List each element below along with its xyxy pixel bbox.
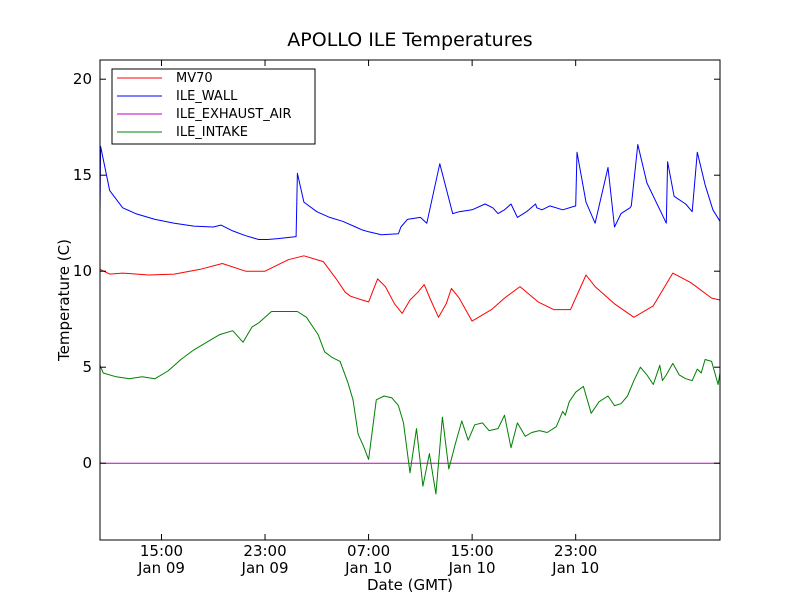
x-tick-label-time: 15:00 [140,542,183,560]
x-tick-label-date: Jan 10 [344,559,392,577]
x-tick-label-date: Jan 10 [448,559,496,577]
y-tick-label: 15 [73,166,92,184]
x-tick-label-time: 07:00 [347,542,390,560]
series-line-ile-wall [99,144,721,240]
legend: MV70 ILE_WALL ILE_EXHAUST_AIR ILE_INTAKE [111,68,316,145]
series-layer [99,144,721,495]
series-line-ile-intake [99,311,721,495]
legend-label: MV70 [176,71,213,86]
x-tick-label-time: 23:00 [243,542,286,560]
legend-label: ILE_INTAKE [176,125,248,140]
chart-title: APOLLO ILE Temperatures [287,29,532,51]
y-tick-label: 10 [73,262,92,280]
x-axis-label: Date (GMT) [367,576,453,594]
x-tick-label-time: 23:00 [554,542,597,560]
x-tick-label-date: Jan 09 [241,559,289,577]
y-tick-label: 5 [82,358,92,376]
x-tick-label-date: Jan 09 [137,559,185,577]
legend-label: ILE_EXHAUST_AIR [176,107,292,122]
y-tick-label: 20 [73,70,92,88]
legend-label: ILE_WALL [176,89,238,104]
plot-frame [99,59,721,541]
x-tick-label-date: Jan 10 [551,559,599,577]
plot-area [99,59,721,541]
series-line-mv70 [99,255,721,322]
x-tick-label-time: 15:00 [451,542,494,560]
y-axis-label: Temperature (C) [55,239,73,362]
y-axis: 0 5 10 15 20 [73,70,720,472]
y-tick-label: 0 [82,454,92,472]
